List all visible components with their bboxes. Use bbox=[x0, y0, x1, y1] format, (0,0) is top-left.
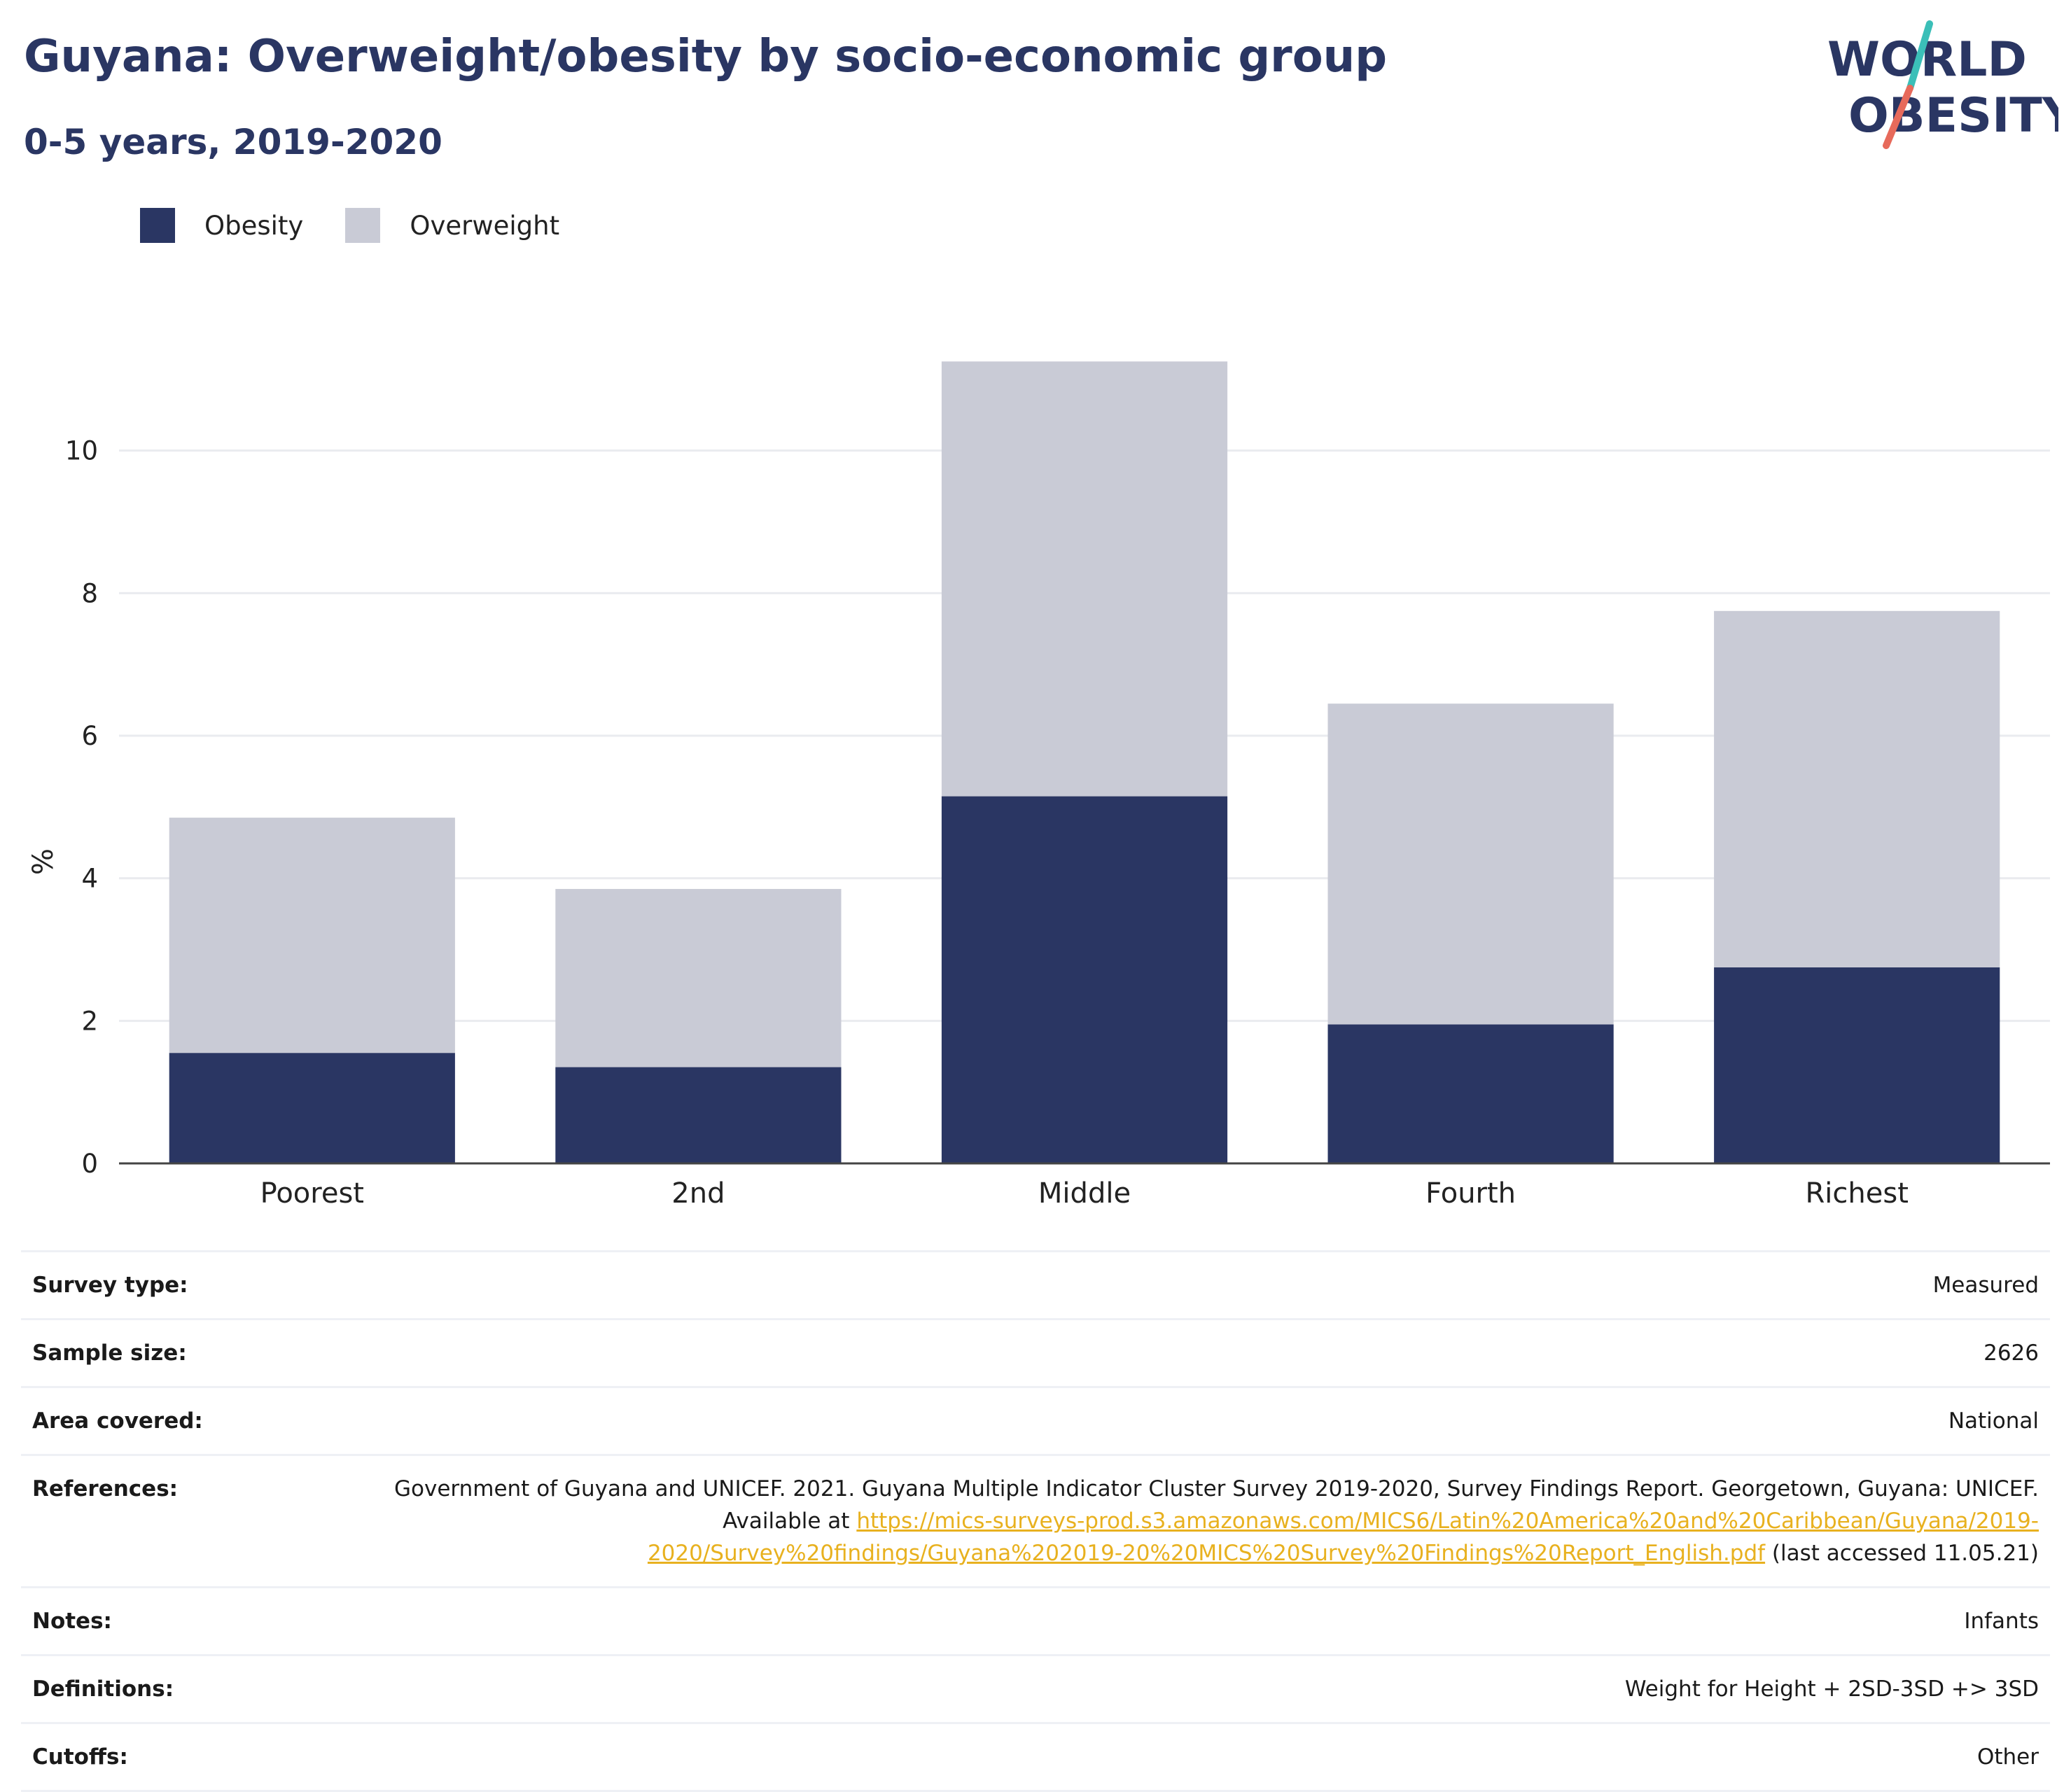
y-tick-label: 2 bbox=[81, 1006, 98, 1036]
info-value: National bbox=[337, 1387, 2050, 1456]
y-tick-label: 0 bbox=[81, 1149, 98, 1179]
bar-obesity-poorest bbox=[169, 1053, 455, 1163]
info-value-references: Government of Guyana and UNICEF. 2021. G… bbox=[337, 1455, 2050, 1588]
reference-link[interactable]: https://mics-surveys-prod.s3.amazonaws.c… bbox=[647, 1508, 2039, 1566]
y-axis-label: % bbox=[27, 848, 60, 875]
bar-obesity-fourth bbox=[1327, 1024, 1614, 1163]
y-tick-label: 8 bbox=[81, 578, 98, 608]
info-value: Weight for Height + 2SD-3SD +> 3SD bbox=[337, 1655, 2050, 1724]
info-label: Area covered: bbox=[21, 1387, 337, 1456]
info-label: Survey type: bbox=[21, 1250, 337, 1320]
logo-slash-teal bbox=[1906, 20, 1933, 92]
info-label: Cutoffs: bbox=[21, 1723, 337, 1792]
bar-obesity-middle bbox=[941, 796, 1228, 1163]
bar-overweight-2nd bbox=[555, 888, 842, 1068]
info-value: Other bbox=[337, 1723, 2050, 1792]
info-row-area-covered: Area covered: National bbox=[21, 1387, 2050, 1456]
bar-overweight-fourth bbox=[1327, 704, 1614, 1025]
chart-title: Guyana: Overweight/obesity by socio-econ… bbox=[24, 31, 1388, 83]
y-tick-label: 10 bbox=[65, 436, 98, 466]
x-tick-label: Middle bbox=[1038, 1177, 1131, 1204]
info-label: References: bbox=[21, 1455, 337, 1588]
info-row-references: References: Government of Guyana and UNI… bbox=[21, 1455, 2050, 1588]
info-value: Infants bbox=[337, 1587, 2050, 1656]
survey-info-table: Survey type: Measured Sample size: 2626 … bbox=[21, 1250, 2050, 1792]
legend-swatch-obesity[interactable] bbox=[140, 208, 175, 243]
chart-subtitle: 0-5 years, 2019-2020 bbox=[24, 122, 442, 162]
reference-accessed: (last accessed 11.05.21) bbox=[1765, 1541, 2039, 1566]
world-obesity-logo: WORLD OBESITY bbox=[1827, 20, 2058, 149]
bar-obesity-2nd bbox=[555, 1067, 842, 1163]
logo-text-obesity: OBESITY bbox=[1848, 88, 2058, 144]
x-tick-label: Poorest bbox=[260, 1177, 364, 1204]
chart-legend: Obesity Overweight bbox=[140, 207, 601, 244]
logo-slash-coral bbox=[1883, 85, 1913, 149]
info-label: Sample size: bbox=[21, 1319, 337, 1388]
legend-label-obesity[interactable]: Obesity bbox=[204, 210, 304, 241]
bar-overweight-richest bbox=[1714, 610, 2000, 967]
info-label: Definitions: bbox=[21, 1655, 337, 1724]
info-value: 2626 bbox=[337, 1319, 2050, 1388]
x-tick-label: Richest bbox=[1806, 1177, 1909, 1204]
info-row-definitions: Definitions: Weight for Height + 2SD-3SD… bbox=[21, 1655, 2050, 1724]
x-tick-label: 2nd bbox=[671, 1177, 725, 1204]
x-tick-label: Fourth bbox=[1425, 1177, 1516, 1204]
bar-overweight-middle bbox=[941, 361, 1228, 797]
y-tick-label: 6 bbox=[81, 721, 98, 751]
bar-obesity-richest bbox=[1714, 967, 2000, 1163]
info-label: Notes: bbox=[21, 1587, 337, 1656]
stacked-bar-chart: 0 2 4 6 8 10% Poorest 2nd Middle Fourth Richest bbox=[27, 361, 2050, 1204]
info-row-sample-size: Sample size: 2626 bbox=[21, 1319, 2050, 1388]
reference-text: Government of Guyana and UNICEF. 2021. G… bbox=[394, 1476, 2039, 1534]
info-row-survey-type: Survey type: Measured bbox=[21, 1250, 2050, 1320]
info-row-notes: Notes: Infants bbox=[21, 1587, 2050, 1656]
info-value: Measured bbox=[337, 1250, 2050, 1320]
legend-label-overweight[interactable]: Overweight bbox=[410, 210, 560, 241]
y-tick-label: 4 bbox=[81, 864, 98, 894]
legend-swatch-overweight[interactable] bbox=[345, 208, 381, 243]
info-row-cutoffs: Cutoffs: Other bbox=[21, 1723, 2050, 1792]
bar-overweight-poorest bbox=[169, 818, 455, 1054]
